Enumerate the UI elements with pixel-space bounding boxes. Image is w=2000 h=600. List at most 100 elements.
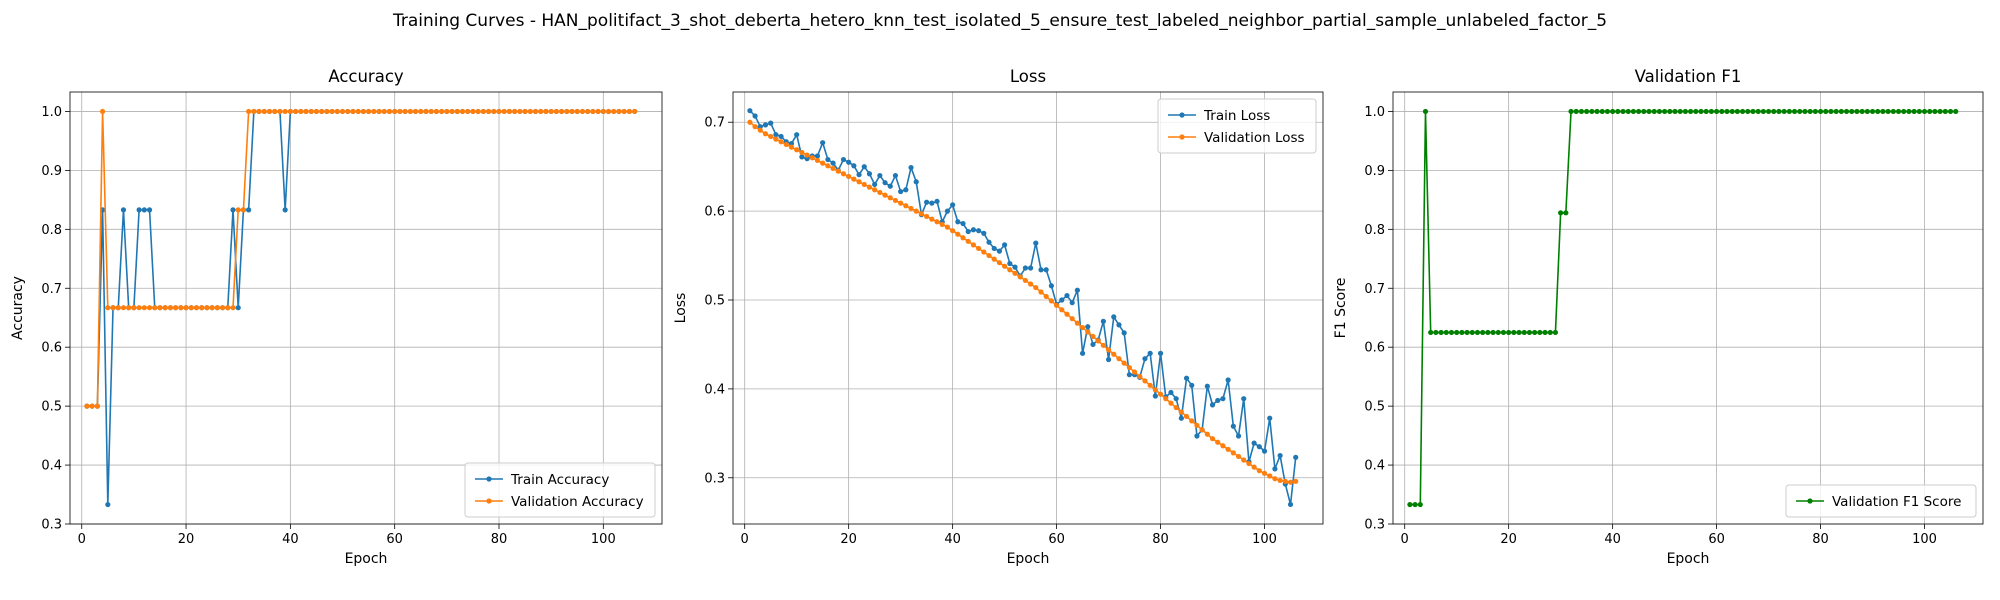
data-point: [230, 305, 236, 311]
data-point: [1578, 108, 1585, 115]
data-point: [866, 184, 873, 190]
data-point: [1448, 329, 1455, 336]
data-point: [1069, 316, 1075, 322]
data-point: [768, 133, 774, 140]
data-point: [1558, 210, 1564, 216]
y-axis-label: Accuracy: [10, 276, 26, 340]
data-point: [1636, 108, 1642, 115]
data-point: [1828, 108, 1834, 115]
data-point: [1012, 270, 1018, 276]
data-point: [350, 108, 356, 115]
data-point: [1111, 314, 1117, 320]
data-point: [1105, 356, 1112, 363]
data-point: [944, 208, 951, 214]
data-point: [773, 136, 779, 142]
data-point: [835, 168, 841, 174]
data-point: [1277, 452, 1283, 459]
data-point: [1812, 108, 1818, 115]
data-point: [277, 108, 283, 115]
data-point: [590, 108, 596, 115]
data-point: [605, 108, 612, 115]
data-point: [1791, 108, 1798, 115]
data-point: [1495, 329, 1501, 336]
data-point: [856, 179, 862, 185]
legend-label: Train Accuracy: [510, 472, 609, 488]
data-point: [1745, 108, 1751, 115]
y-tick-label: 0.6: [1364, 341, 1385, 356]
y-tick-label: 0.3: [704, 471, 725, 486]
data-point: [1610, 108, 1616, 115]
data-point: [762, 131, 769, 137]
data-point: [1474, 329, 1481, 336]
data-point: [1048, 283, 1054, 289]
data-point: [1765, 108, 1772, 115]
data-point: [1256, 444, 1262, 450]
data-point: [908, 205, 914, 212]
data-point: [752, 124, 758, 130]
data-point: [1142, 356, 1148, 362]
data-point: [939, 221, 945, 228]
data-point: [1163, 396, 1169, 402]
data-point: [934, 219, 940, 225]
data-point: [840, 156, 847, 163]
data-point: [882, 180, 888, 186]
data-point: [506, 108, 513, 115]
data-point: [225, 305, 231, 311]
data-point: [1267, 415, 1273, 421]
data-point: [1516, 329, 1522, 336]
legend-label: Validation F1 Score: [1832, 494, 1961, 510]
data-point: [141, 207, 147, 213]
data-point: [136, 207, 142, 213]
data-point: [564, 108, 570, 115]
data-point: [266, 108, 273, 115]
data-point: [1246, 460, 1252, 467]
data-point: [1194, 422, 1200, 428]
data-point: [981, 249, 987, 255]
data-point: [480, 108, 486, 115]
series-line: [749, 110, 1297, 506]
data-point: [632, 108, 638, 115]
data-point: [1137, 373, 1143, 380]
data-point: [1677, 108, 1683, 115]
data-point: [219, 305, 226, 311]
data-point: [1521, 329, 1527, 336]
legend-box: [1157, 98, 1317, 154]
data-point: [136, 305, 142, 311]
data-point: [1225, 377, 1231, 383]
data-point: [246, 207, 252, 213]
data-point: [944, 224, 951, 230]
data-point: [986, 239, 992, 245]
legend-label: Train Loss: [1203, 108, 1270, 124]
data-point: [449, 108, 455, 115]
data-point: [611, 108, 617, 115]
data-point: [1443, 329, 1449, 336]
data-point: [924, 199, 930, 205]
data-point: [1178, 415, 1184, 421]
x-tick-label: 0: [1401, 532, 1409, 547]
data-point: [1007, 260, 1013, 267]
data-point: [371, 108, 377, 115]
y-tick-label: 1.0: [41, 105, 62, 120]
data-point: [1059, 307, 1065, 313]
x-tick-label: 0: [78, 532, 86, 547]
data-point: [585, 108, 591, 115]
data-point: [1095, 338, 1101, 344]
legend-box: [1785, 484, 1977, 518]
data-point: [1433, 329, 1439, 336]
data-point: [298, 108, 304, 115]
data-point: [996, 248, 1003, 254]
data-point: [1428, 329, 1434, 336]
data-point: [1464, 329, 1470, 336]
y-tick-label: 0.5: [1364, 400, 1385, 415]
data-point: [1241, 457, 1247, 463]
data-point: [1173, 396, 1179, 402]
data-point: [1625, 108, 1631, 115]
data-point: [251, 108, 257, 115]
data-point: [178, 305, 184, 311]
data-point: [1667, 108, 1673, 115]
data-point: [1864, 108, 1870, 115]
legend-marker-swatch: [486, 498, 492, 504]
data-point: [1282, 478, 1288, 484]
data-point: [1043, 267, 1049, 273]
